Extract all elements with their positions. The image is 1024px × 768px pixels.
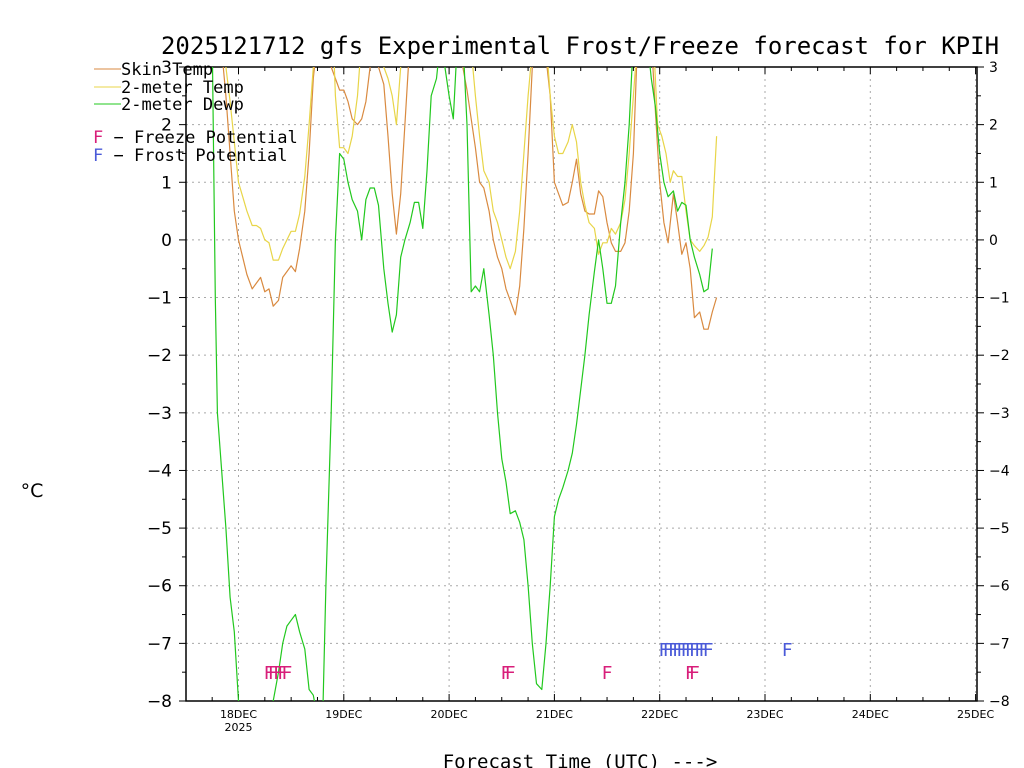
x-tick-label: 23DEC — [746, 708, 783, 721]
freeze-marker: F — [268, 663, 279, 684]
freeze-marker: F — [264, 663, 275, 684]
frost-marker: F — [681, 640, 692, 661]
frost-marker: F — [658, 640, 669, 661]
freeze-marker: F — [501, 663, 512, 684]
grid — [186, 67, 977, 701]
freeze-marker: F — [685, 663, 696, 684]
y-tick-label: −8 — [147, 692, 172, 712]
y-tick-label-right: −4 — [989, 463, 1010, 479]
legend-freeze-label: − Freeze Potential — [103, 128, 297, 148]
freeze-marker: F — [282, 663, 293, 684]
freeze-marker: F — [689, 663, 700, 684]
y-tick-label-right: −8 — [989, 694, 1010, 710]
legend-freeze: F − Freeze Potential — [93, 128, 298, 148]
y-tick-label: 1 — [161, 173, 172, 193]
legend-label-temp: 2-meter Temp — [121, 78, 244, 98]
frost-marker: F — [694, 640, 705, 661]
y-tick-label: 2 — [161, 116, 172, 136]
y-axis-label: °C — [21, 480, 44, 502]
frost-marker: F — [668, 640, 679, 661]
x-tick-sublabel: 2025 — [225, 721, 253, 734]
y-tick-label: −4 — [147, 461, 172, 481]
x-tick-label: 22DEC — [641, 708, 678, 721]
frost-marker: F — [663, 640, 674, 661]
y-tick-label: 0 — [161, 231, 172, 251]
plot-frame — [185, 66, 978, 702]
freeze-marker: F — [602, 663, 613, 684]
x-tick-label: 18DEC — [220, 708, 257, 721]
series-line-temp — [225, 67, 718, 270]
y-tick-label-right: −6 — [989, 579, 1010, 595]
frost-marker: F — [689, 640, 700, 661]
series-lines — [211, 67, 718, 701]
legend-frost-label: − Frost Potential — [103, 146, 287, 166]
y-tick-label-right: −2 — [989, 348, 1010, 364]
chart-title: 2025121712 gfs Experimental Frost/Freeze… — [161, 32, 999, 60]
y-tick-label-right: 2 — [989, 118, 998, 134]
frost-marker: F — [782, 640, 793, 661]
y-tick-label: −5 — [147, 519, 172, 539]
axes: 3 3 2 2 1 1 0 0 −1 −1 −2 −2 −3 −3 −4 −4 −5 −5 −6 −6 −7 −7 −8 −8… — [147, 58, 1010, 734]
y-tick-label: −6 — [147, 577, 172, 597]
y-tick-label: −2 — [147, 346, 172, 366]
frost-marker: F — [672, 640, 683, 661]
freeze-marker: F — [273, 663, 284, 684]
legend-freeze-symbol: F — [93, 128, 103, 148]
x-tick-label: 19DEC — [325, 708, 362, 721]
y-tick-label: −7 — [147, 634, 172, 654]
legend-frost: F − Frost Potential — [93, 146, 287, 166]
y-tick-label-right: 3 — [989, 60, 998, 76]
frost-marker: F — [703, 640, 714, 661]
y-tick-label-right: −7 — [989, 636, 1010, 652]
y-tick-label: −1 — [147, 289, 172, 309]
y-tick-label-right: 1 — [989, 175, 998, 191]
y-tick-label: −3 — [147, 404, 172, 424]
x-tick-label: 25DEC — [957, 708, 994, 721]
freeze-marker: F — [277, 663, 288, 684]
series-line-dewp — [211, 67, 713, 701]
legend-label-dewp: 2-meter Dewp — [121, 95, 244, 115]
y-tick-label-right: 0 — [989, 233, 998, 249]
series-line-skin — [222, 67, 718, 330]
x-axis-label: Forecast Time (UTC) ---> — [443, 751, 718, 768]
legend-label-skin: Skin Temp — [121, 60, 213, 80]
x-tick-label: 24DEC — [852, 708, 889, 721]
freeze-marker: F — [505, 663, 516, 684]
frost-marker: F — [699, 640, 710, 661]
y-tick-label-right: −5 — [989, 521, 1010, 537]
x-tick-label: 20DEC — [431, 708, 468, 721]
x-tick-label: 21DEC — [536, 708, 573, 721]
legend: Skin Temp 2-meter Temp 2-meter Dewp F − … — [93, 60, 298, 166]
y-tick-label-right: −1 — [989, 291, 1010, 307]
frost-marker: F — [676, 640, 687, 661]
legend-frost-symbol: F — [93, 146, 103, 166]
y-tick-label: 3 — [161, 58, 172, 78]
frost-marker: F — [685, 640, 696, 661]
y-tick-label-right: −3 — [989, 406, 1010, 422]
